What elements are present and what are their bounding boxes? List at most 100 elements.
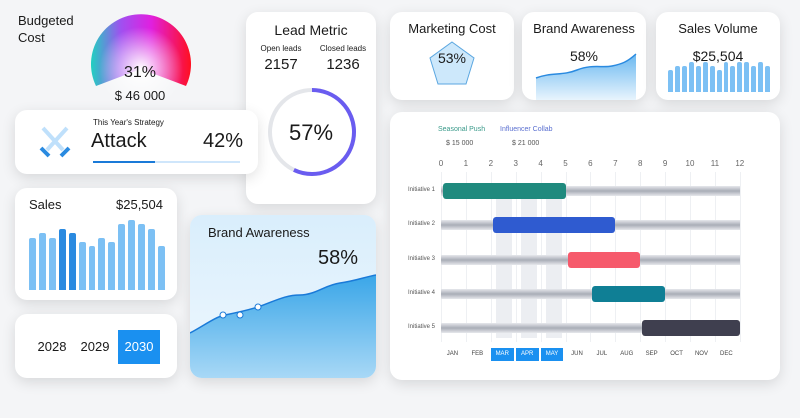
bar — [29, 237, 36, 290]
bar — [668, 69, 673, 92]
month-sep[interactable]: SEP — [645, 351, 658, 357]
sales-card: Sales $25,504 — [15, 188, 177, 300]
bar — [758, 62, 764, 92]
x-tick: 6 — [588, 159, 593, 168]
brand-awareness-card: Brand Awareness 58% — [190, 215, 376, 378]
sales-volume-bars — [668, 62, 771, 92]
crossed-swords-icon — [39, 126, 71, 158]
bar — [58, 228, 66, 290]
brand-awareness-small-card: Brand Awareness 58% — [522, 12, 646, 100]
strategy-card: This Year's Strategy Attack 42% — [15, 110, 258, 174]
gantt-card: Seasonal Push $ 15 000 Influencer Collab… — [390, 112, 780, 380]
bar — [744, 62, 750, 92]
budget-value: $ 46 000 — [114, 88, 166, 103]
bar — [118, 224, 126, 290]
brand-small-title: Brand Awareness — [533, 21, 635, 36]
bar — [681, 65, 687, 92]
closed-leads-label: Closed leads — [319, 44, 367, 53]
sales-volume-card: Sales Volume $25,504 — [656, 12, 780, 100]
row-label: Initiative 4 — [408, 289, 436, 296]
gantt-bar[interactable] — [592, 285, 666, 302]
lead-title: Lead Metric — [274, 22, 348, 38]
brand-small-area — [535, 53, 637, 100]
x-tick: 1 — [463, 159, 469, 168]
gantt-bar[interactable] — [443, 183, 566, 199]
strategy-name: Attack — [91, 130, 147, 152]
marketing-title: Marketing Cost — [408, 21, 496, 36]
year-selector-card: 2028 2029 2030 — [15, 314, 177, 378]
sales-volume-title: Sales Volume — [678, 21, 758, 36]
grid-line — [739, 172, 741, 342]
seasonal-push-value: $ 15 000 — [446, 140, 474, 147]
year-2030[interactable]: 2030 — [118, 330, 160, 364]
bar — [88, 246, 96, 290]
x-tick: 8 — [637, 159, 643, 168]
pentagon-icon — [429, 41, 475, 85]
bar — [688, 62, 694, 92]
bar — [709, 65, 715, 92]
track — [441, 288, 740, 299]
sales-value: $25,504 — [116, 197, 163, 212]
bar — [68, 233, 76, 290]
row-label: Initiative 3 — [408, 255, 436, 262]
strategy-label: This Year's Strategy — [93, 118, 164, 127]
bar — [737, 62, 743, 92]
x-tick: 3 — [513, 159, 518, 168]
bar — [157, 246, 165, 290]
x-tick: 10 — [685, 159, 695, 168]
year-2028[interactable]: 2028 — [37, 339, 67, 354]
month-may[interactable]: MAY — [540, 348, 564, 361]
closed-leads-value: 1236 — [326, 56, 360, 73]
x-tick: 5 — [563, 159, 568, 168]
row-label: Initiative 2 — [408, 221, 436, 228]
bar — [48, 237, 56, 290]
year-2029[interactable]: 2029 — [80, 339, 110, 354]
budget-title: Budgeted Cost — [18, 13, 74, 45]
x-tick: 9 — [662, 159, 668, 168]
gantt-bar[interactable] — [642, 320, 740, 337]
bar — [702, 62, 708, 92]
bar — [108, 241, 116, 290]
month-apr[interactable]: APR — [515, 348, 539, 361]
legend-influencer-collab: Influencer Collab — [500, 126, 553, 133]
month-jan[interactable]: JAN — [446, 351, 459, 357]
month-dec[interactable]: DEC — [720, 351, 733, 357]
marketing-percent: 53% — [437, 50, 467, 66]
month-oct[interactable]: OCT — [670, 351, 683, 357]
influencer-collab-value: $ 21 000 — [512, 140, 540, 147]
row-label: Initiative 1 — [408, 187, 436, 193]
brand-small-percent: 58% — [569, 48, 599, 64]
strategy-progress — [93, 161, 240, 163]
x-tick: 12 — [735, 159, 745, 168]
month-feb[interactable]: FEB — [471, 351, 484, 357]
budget-gauge — [90, 14, 191, 96]
lead-percent: 57% — [288, 120, 334, 145]
budget-percent: 31% — [123, 64, 157, 81]
marketing-card: Marketing Cost 53% — [390, 12, 514, 100]
month-jun[interactable]: JUN — [571, 351, 583, 357]
bar — [751, 65, 757, 92]
bar — [716, 69, 722, 92]
bar — [78, 241, 86, 290]
brand-title: Brand Awareness — [208, 225, 310, 240]
x-tick: 11 — [710, 159, 720, 168]
gantt-chart: 0 1 2 3 4 5 6 7 8 9 10 11 12 Initiative 1 Initiative 2… — [390, 112, 780, 380]
month-mar[interactable]: MAR — [490, 348, 514, 361]
month-aug[interactable]: AUG — [620, 351, 634, 357]
strategy-percent: 42% — [203, 130, 244, 152]
sales-bars — [29, 220, 165, 290]
gantt-bar[interactable] — [492, 217, 616, 234]
bar — [765, 65, 771, 92]
bar — [723, 62, 729, 92]
bar — [730, 65, 736, 92]
gantt-bar[interactable] — [567, 251, 641, 268]
sales-title: Sales — [29, 197, 62, 212]
bar — [148, 228, 155, 290]
legend-seasonal-push: Seasonal Push — [438, 126, 486, 133]
month-nov[interactable]: NOV — [694, 351, 708, 357]
bar — [38, 233, 46, 290]
open-leads-label: Open leads — [260, 44, 302, 53]
lead-donut — [268, 88, 356, 176]
track — [441, 186, 740, 196]
month-jul[interactable]: JUL — [596, 351, 608, 357]
